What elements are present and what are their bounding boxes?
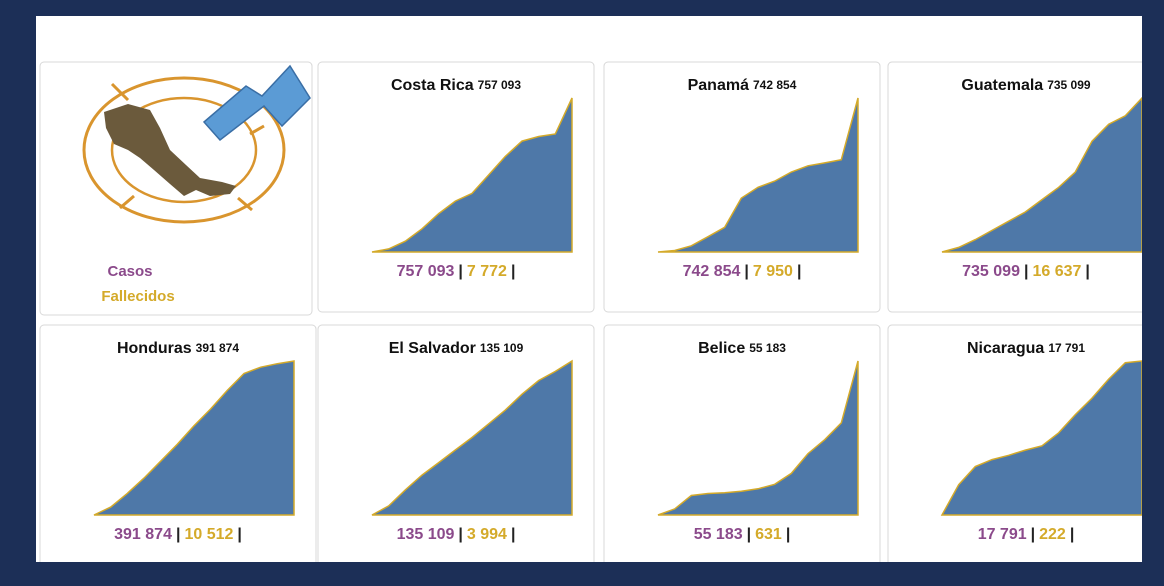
title-name: Belice [698,340,745,357]
legend-card: Casos Fallecidos [39,61,313,316]
separator: | [1024,263,1028,280]
chart-title: Costa Rica 757 093 [391,77,521,94]
area [940,360,1142,516]
cases-value: 735 099 [962,263,1020,280]
separator: | [786,526,790,543]
area [657,360,859,516]
counts: 135 109 | 3 994 | [397,526,516,543]
cases-value: 757 093 [397,263,455,280]
separator: | [511,526,515,543]
cases-value: 17 791 [978,526,1027,543]
title-total: 17 791 [1048,341,1085,355]
counts: 742 854 | 7 950 | [683,263,802,280]
chart-title: Belice 55 183 [698,340,786,357]
deaths-value: 3 994 [467,526,507,543]
deaths-value: 631 [755,526,782,543]
arrow [202,64,311,142]
separator: | [237,526,241,543]
chart-title: Panamá 742 854 [688,77,797,94]
separator: | [744,263,748,280]
counts: 55 183 | 631 | [694,526,791,543]
counts: 757 093 | 7 772 | [397,263,516,280]
counts: 391 874 | 10 512 | [114,526,242,543]
separator: | [1031,526,1035,543]
deaths-value: 7 772 [467,263,507,280]
title-name: Panamá [688,77,749,94]
separator: | [797,263,801,280]
area [371,359,573,516]
separator: | [176,526,180,543]
separator: | [1070,526,1074,543]
separator: | [511,263,515,280]
arrow-small [110,82,265,212]
legend-cases: Casos [107,263,152,280]
cases-value: 391 874 [114,526,172,543]
title-name: Honduras [117,340,192,357]
title-total: 742 854 [753,78,797,92]
title-total: 391 874 [196,341,240,355]
title-total: 757 093 [478,78,522,92]
counts: 735 099 | 16 637 | [962,263,1090,280]
title-name: Nicaragua [967,340,1044,357]
area [371,97,573,253]
separator: | [747,526,751,543]
area [941,96,1142,253]
title-name: Guatemala [961,77,1043,94]
title-name: Costa Rica [391,77,474,94]
area [93,360,295,516]
deaths-value: 10 512 [184,526,233,543]
deaths-value: 222 [1039,526,1066,543]
chart-title: Honduras 391 874 [117,340,239,357]
title-total: 135 109 [480,341,524,355]
circle [82,76,286,224]
cases-value: 742 854 [683,263,741,280]
area [657,97,859,253]
legend-deaths: Fallecidos [101,288,174,305]
title-total: 55 183 [749,341,786,355]
deaths-value: 7 950 [753,263,793,280]
cases-value: 135 109 [397,526,455,543]
cases-value: 55 183 [694,526,743,543]
circle [110,96,258,204]
chart-title: Nicaragua 17 791 [967,340,1085,357]
separator: | [458,263,462,280]
chart-title: El Salvador 135 109 [389,340,524,357]
separator: | [458,526,462,543]
map [104,104,236,196]
separator: | [1085,263,1089,280]
deaths-value: 16 637 [1032,263,1081,280]
title-name: El Salvador [389,340,476,357]
counts: 17 791 | 222 | [978,526,1075,543]
chart-title: Guatemala 735 099 [961,77,1091,94]
title-total: 735 099 [1047,78,1091,92]
